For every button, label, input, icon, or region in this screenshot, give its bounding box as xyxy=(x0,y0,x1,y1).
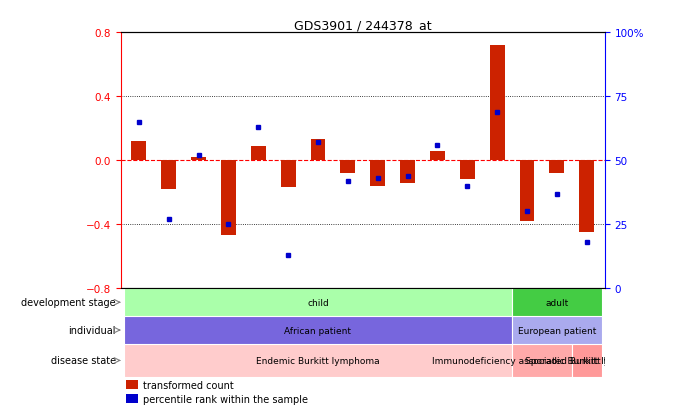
Bar xyxy=(512,344,571,377)
Bar xyxy=(161,161,176,190)
Bar xyxy=(512,316,602,344)
Bar xyxy=(126,394,138,404)
Bar xyxy=(490,46,504,161)
Bar xyxy=(124,344,512,377)
Bar xyxy=(400,161,415,183)
Title: GDS3901 / 244378_at: GDS3901 / 244378_at xyxy=(294,19,432,32)
Bar xyxy=(512,289,602,316)
Bar xyxy=(579,161,594,233)
Text: child: child xyxy=(307,298,329,307)
Text: percentile rank within the sample: percentile rank within the sample xyxy=(142,394,307,404)
Text: transformed count: transformed count xyxy=(142,380,234,390)
Text: Sporadic Burkitt lymphoma: Sporadic Burkitt lymphoma xyxy=(524,356,649,365)
Bar xyxy=(126,380,138,389)
Bar xyxy=(430,151,445,161)
Text: individual: individual xyxy=(68,325,116,335)
Bar xyxy=(131,142,146,161)
Bar xyxy=(124,316,512,344)
Bar xyxy=(370,161,385,186)
Bar xyxy=(191,158,206,161)
Bar xyxy=(251,147,266,161)
Bar xyxy=(520,161,534,221)
Text: European patient: European patient xyxy=(518,326,596,335)
Bar xyxy=(571,344,602,377)
Text: Endemic Burkitt lymphoma: Endemic Burkitt lymphoma xyxy=(256,356,380,365)
Bar xyxy=(549,161,565,173)
Text: Immunodeficiency associated Burkitt lymphoma: Immunodeficiency associated Burkitt lymp… xyxy=(432,356,652,365)
Bar xyxy=(124,289,512,316)
Text: disease state: disease state xyxy=(51,356,116,366)
Text: development stage: development stage xyxy=(21,297,116,308)
Text: African patient: African patient xyxy=(285,326,352,335)
Bar xyxy=(341,161,355,173)
Bar xyxy=(281,161,296,188)
Bar xyxy=(460,161,475,180)
Bar xyxy=(221,161,236,236)
Text: adult: adult xyxy=(545,298,569,307)
Bar xyxy=(310,140,325,161)
